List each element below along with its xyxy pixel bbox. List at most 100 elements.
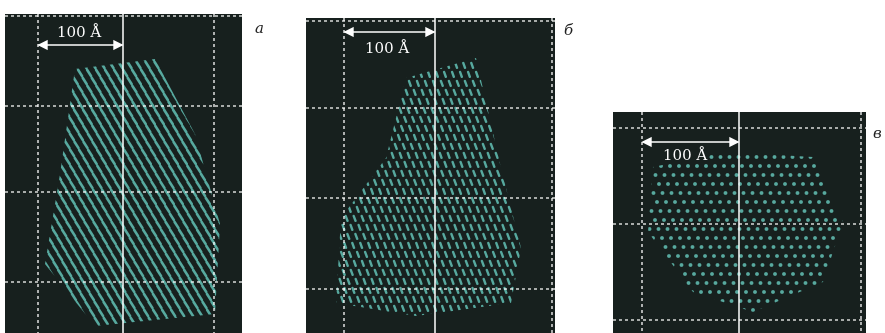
atom-streak [86,100,93,110]
atom-streak [196,244,203,254]
atom-streak [181,140,188,150]
atom-streak [196,292,204,302]
atom-streak [201,300,208,310]
atom-streak [182,220,189,230]
atom-streak [110,268,118,278]
atom-streak [87,164,94,174]
atom-streak [153,108,161,118]
atom-streak [389,178,394,187]
atom-streak [109,140,116,150]
atom-streak [460,295,465,303]
atom-dot [793,209,798,213]
atom-streak [141,180,148,190]
atom-streak [452,88,457,97]
atom-lattice-b [336,58,521,316]
atom-dot [699,245,704,249]
atom-streak [379,250,385,259]
atom-dot [695,164,699,168]
atom-streak [501,178,506,187]
atom-streak [372,295,377,303]
atom-streak [409,97,414,106]
atom-streak [70,276,77,286]
atom-streak [124,260,131,270]
atom-dot [758,164,762,168]
atom-streak [411,250,417,259]
atom-streak [485,268,490,276]
atom-streak [124,308,132,318]
atom-streak [406,106,411,115]
atom-streak [466,232,471,241]
atom-streak [435,205,440,214]
atom-dot [784,209,789,213]
atom-streak [450,70,456,78]
atom-streak [352,259,357,268]
atom-streak [358,196,363,205]
atom-dot [790,200,794,204]
atom-streak [438,106,443,115]
atom-streak [444,133,450,142]
atom-dot [732,236,736,240]
atom-streak [97,260,104,270]
atom-streak [387,205,392,214]
atom-streak [478,151,483,160]
atom-streak [493,268,498,276]
atom-streak [93,284,100,294]
atom-dot [791,227,796,231]
atom-streak [155,252,163,262]
atom-streak [467,160,472,169]
atom-streak [440,304,446,312]
atom-dot [813,191,818,195]
atom-streak [150,228,158,238]
atom-streak [455,79,460,88]
atom-streak [51,228,59,238]
atom-streak [173,220,180,230]
atom-dot [815,173,820,177]
atom-streak [176,132,184,142]
atom-dot [764,272,768,276]
atom-streak [60,196,67,206]
atom-streak [131,84,138,94]
atom-streak [100,124,107,134]
atom-dot [741,236,745,240]
atom-streak [414,151,419,160]
atom-streak [114,212,122,222]
atom-streak [73,124,80,134]
atom-dot [745,200,749,204]
panel-letter-b: б [564,21,574,39]
atom-streak [92,204,99,214]
atom-streak [412,133,418,142]
atom-streak [456,169,461,178]
atom-streak [457,187,463,196]
atom-streak [95,100,102,110]
atom-streak [78,180,85,190]
atom-streak [426,70,432,78]
atom-streak [82,188,90,198]
atom-streak [105,212,113,222]
atom-streak [79,276,86,286]
atom-streak [96,196,103,206]
atom-streak [499,250,505,259]
atom-streak [501,268,506,276]
atom-streak [209,204,216,214]
atom-dot [723,191,728,195]
atom-streak [147,284,154,294]
atom-streak [137,220,144,230]
atom-streak [205,244,212,254]
atom-streak [429,223,434,232]
atom-streak [371,205,376,214]
atom-streak [69,228,77,238]
atom-streak [416,169,421,178]
atom-streak [144,108,152,118]
atom-streak [177,164,184,174]
atom-streak [451,205,456,214]
atom-streak [181,172,189,182]
atom-streak [151,244,158,254]
atom-streak [64,156,71,166]
atom-streak [104,100,111,110]
atom-streak [480,214,485,223]
atom-dot [755,227,760,231]
atom-streak [480,259,485,268]
atom-dot [698,218,702,222]
atom-dot [752,218,756,222]
atom-streak [64,140,71,150]
